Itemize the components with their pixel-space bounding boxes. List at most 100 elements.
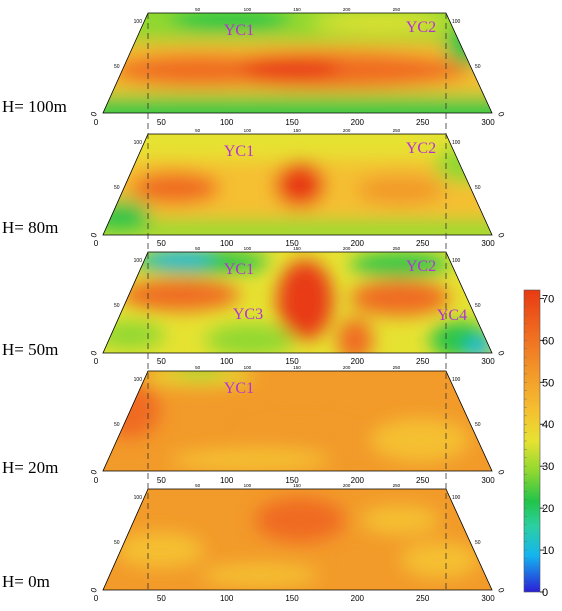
x-tick-label-top: 50 bbox=[195, 365, 201, 370]
y-tick-label-left: 100 bbox=[134, 377, 143, 383]
x-tick-label: 250 bbox=[416, 594, 430, 603]
colorbar-tick-label: 10 bbox=[542, 545, 554, 557]
x-tick-label: 0 bbox=[94, 118, 99, 127]
x-tick-label: 150 bbox=[285, 118, 299, 127]
colorbar: 70 60 50 40 30 20 10 0 bbox=[523, 289, 554, 599]
x-tick-label: 50 bbox=[157, 239, 166, 248]
y-tick-label-right: 100 bbox=[452, 258, 461, 264]
colorbar-tick-label: 30 bbox=[542, 461, 554, 473]
x-tick-label: 50 bbox=[157, 357, 166, 366]
x-tick-label: 300 bbox=[481, 118, 495, 127]
x-tick-label-top: 100 bbox=[244, 7, 252, 12]
x-tick-label-top: 100 bbox=[244, 246, 252, 251]
layer-0m-frame bbox=[102, 488, 493, 591]
x-tick-label: 100 bbox=[220, 239, 234, 248]
x-tick-label: 250 bbox=[416, 357, 430, 366]
layer-label-50m: H= 50m bbox=[2, 340, 59, 359]
x-tick-label-top: 200 bbox=[343, 128, 351, 133]
y-tick-label-left: 0 bbox=[89, 349, 99, 357]
colorbar-tick-label: 50 bbox=[542, 377, 554, 389]
x-tick-label-top: 250 bbox=[393, 483, 401, 488]
x-tick-label-top: 150 bbox=[293, 7, 301, 12]
colorbar-tick-label: 40 bbox=[542, 419, 554, 431]
x-tick-label: 50 bbox=[157, 476, 166, 485]
y-tick-label-left: 50 bbox=[114, 303, 120, 309]
x-tick-label: 200 bbox=[351, 476, 365, 485]
x-tick-label-top: 200 bbox=[343, 365, 351, 370]
x-tick-label-top: 250 bbox=[393, 365, 401, 370]
x-tick-label-top: 50 bbox=[195, 128, 201, 133]
y-tick-label-right: 0 bbox=[496, 232, 506, 240]
layer-50m-contour bbox=[103, 252, 492, 353]
y-tick-label-left: 0 bbox=[89, 586, 99, 594]
colorbar-tick-label: 70 bbox=[542, 293, 554, 305]
x-tick-label: 300 bbox=[481, 357, 495, 366]
marker-yc1: YC1 bbox=[224, 143, 254, 160]
x-tick-label: 200 bbox=[351, 239, 365, 248]
x-tick-label-top: 200 bbox=[343, 483, 351, 488]
x-tick-label-top: 100 bbox=[244, 128, 252, 133]
layer-0m-contour bbox=[103, 489, 492, 590]
x-tick-label: 200 bbox=[351, 118, 365, 127]
x-tick-label: 150 bbox=[285, 594, 299, 603]
marker-yc4: YC4 bbox=[437, 307, 467, 324]
x-tick-label: 200 bbox=[351, 357, 365, 366]
x-tick-label: 0 bbox=[94, 357, 99, 366]
y-tick-label-left: 0 bbox=[89, 110, 99, 118]
x-tick-label: 100 bbox=[220, 118, 234, 127]
marker-yc2: YC2 bbox=[406, 258, 436, 275]
y-tick-label-right: 100 bbox=[452, 377, 461, 383]
x-tick-label: 0 bbox=[94, 594, 99, 603]
y-tick-label-left: 50 bbox=[114, 185, 120, 191]
x-tick-label: 0 bbox=[94, 476, 99, 485]
x-tick-label: 300 bbox=[481, 239, 495, 248]
y-tick-label-right: 50 bbox=[475, 185, 481, 191]
x-tick-label-top: 150 bbox=[293, 483, 301, 488]
colorbar-tick-label: 60 bbox=[542, 335, 554, 347]
x-tick-label-top: 50 bbox=[195, 483, 201, 488]
x-tick-label-top: 200 bbox=[343, 7, 351, 12]
x-tick-label: 100 bbox=[220, 476, 234, 485]
y-tick-label-right: 0 bbox=[496, 469, 506, 477]
y-tick-label-left: 100 bbox=[134, 19, 143, 25]
colorbar-tick-label: 20 bbox=[542, 503, 554, 515]
y-tick-label-right: 0 bbox=[496, 587, 506, 595]
x-tick-label: 100 bbox=[220, 594, 234, 603]
y-tick-label-right: 100 bbox=[452, 19, 461, 25]
y-tick-label-left: 100 bbox=[134, 258, 143, 264]
x-tick-label-top: 100 bbox=[244, 365, 252, 370]
x-tick-label-top: 50 bbox=[195, 246, 201, 251]
x-tick-label-top: 250 bbox=[393, 246, 401, 251]
y-tick-label-right: 50 bbox=[475, 540, 481, 546]
x-tick-label-top: 50 bbox=[195, 7, 201, 12]
x-tick-label: 50 bbox=[157, 118, 166, 127]
x-tick-label-top: 200 bbox=[343, 246, 351, 251]
marker-yc2: YC2 bbox=[406, 19, 436, 36]
x-tick-label: 300 bbox=[481, 476, 495, 485]
layer-label-20m: H= 20m bbox=[2, 458, 59, 477]
marker-yc2: YC2 bbox=[406, 140, 436, 157]
x-tick-label: 100 bbox=[220, 357, 234, 366]
x-tick-label: 250 bbox=[416, 476, 430, 485]
x-tick-label: 150 bbox=[285, 357, 299, 366]
axis-ticks: 0 50 100 150 200 250 300 50 100 150 200 250 0 50 100 0 5… bbox=[89, 7, 506, 603]
layer-label-0m: H= 0m bbox=[2, 572, 50, 591]
x-tick-label: 300 bbox=[481, 594, 495, 603]
layer-label-100m: H= 100m bbox=[2, 97, 67, 116]
y-tick-label-right: 50 bbox=[475, 64, 481, 70]
x-tick-label-top: 150 bbox=[293, 246, 301, 251]
layer-label-80m: H= 80m bbox=[2, 218, 59, 237]
x-tick-label: 250 bbox=[416, 118, 430, 127]
x-tick-label-top: 100 bbox=[244, 483, 252, 488]
y-tick-label-right: 0 bbox=[496, 350, 506, 358]
y-tick-label-left: 50 bbox=[114, 64, 120, 70]
x-tick-label: 200 bbox=[351, 594, 365, 603]
layer-80m-frame bbox=[102, 133, 493, 236]
y-tick-label-left: 100 bbox=[134, 495, 143, 501]
x-tick-label: 150 bbox=[285, 239, 299, 248]
layer-20m-contour bbox=[103, 371, 492, 471]
layer-50m-frame bbox=[102, 251, 493, 354]
borehole-markers: YC1 YC2 YC1 YC2 YC1 YC2 YC3 YC4 YC1 bbox=[224, 19, 467, 397]
y-tick-label-right: 100 bbox=[452, 495, 461, 501]
